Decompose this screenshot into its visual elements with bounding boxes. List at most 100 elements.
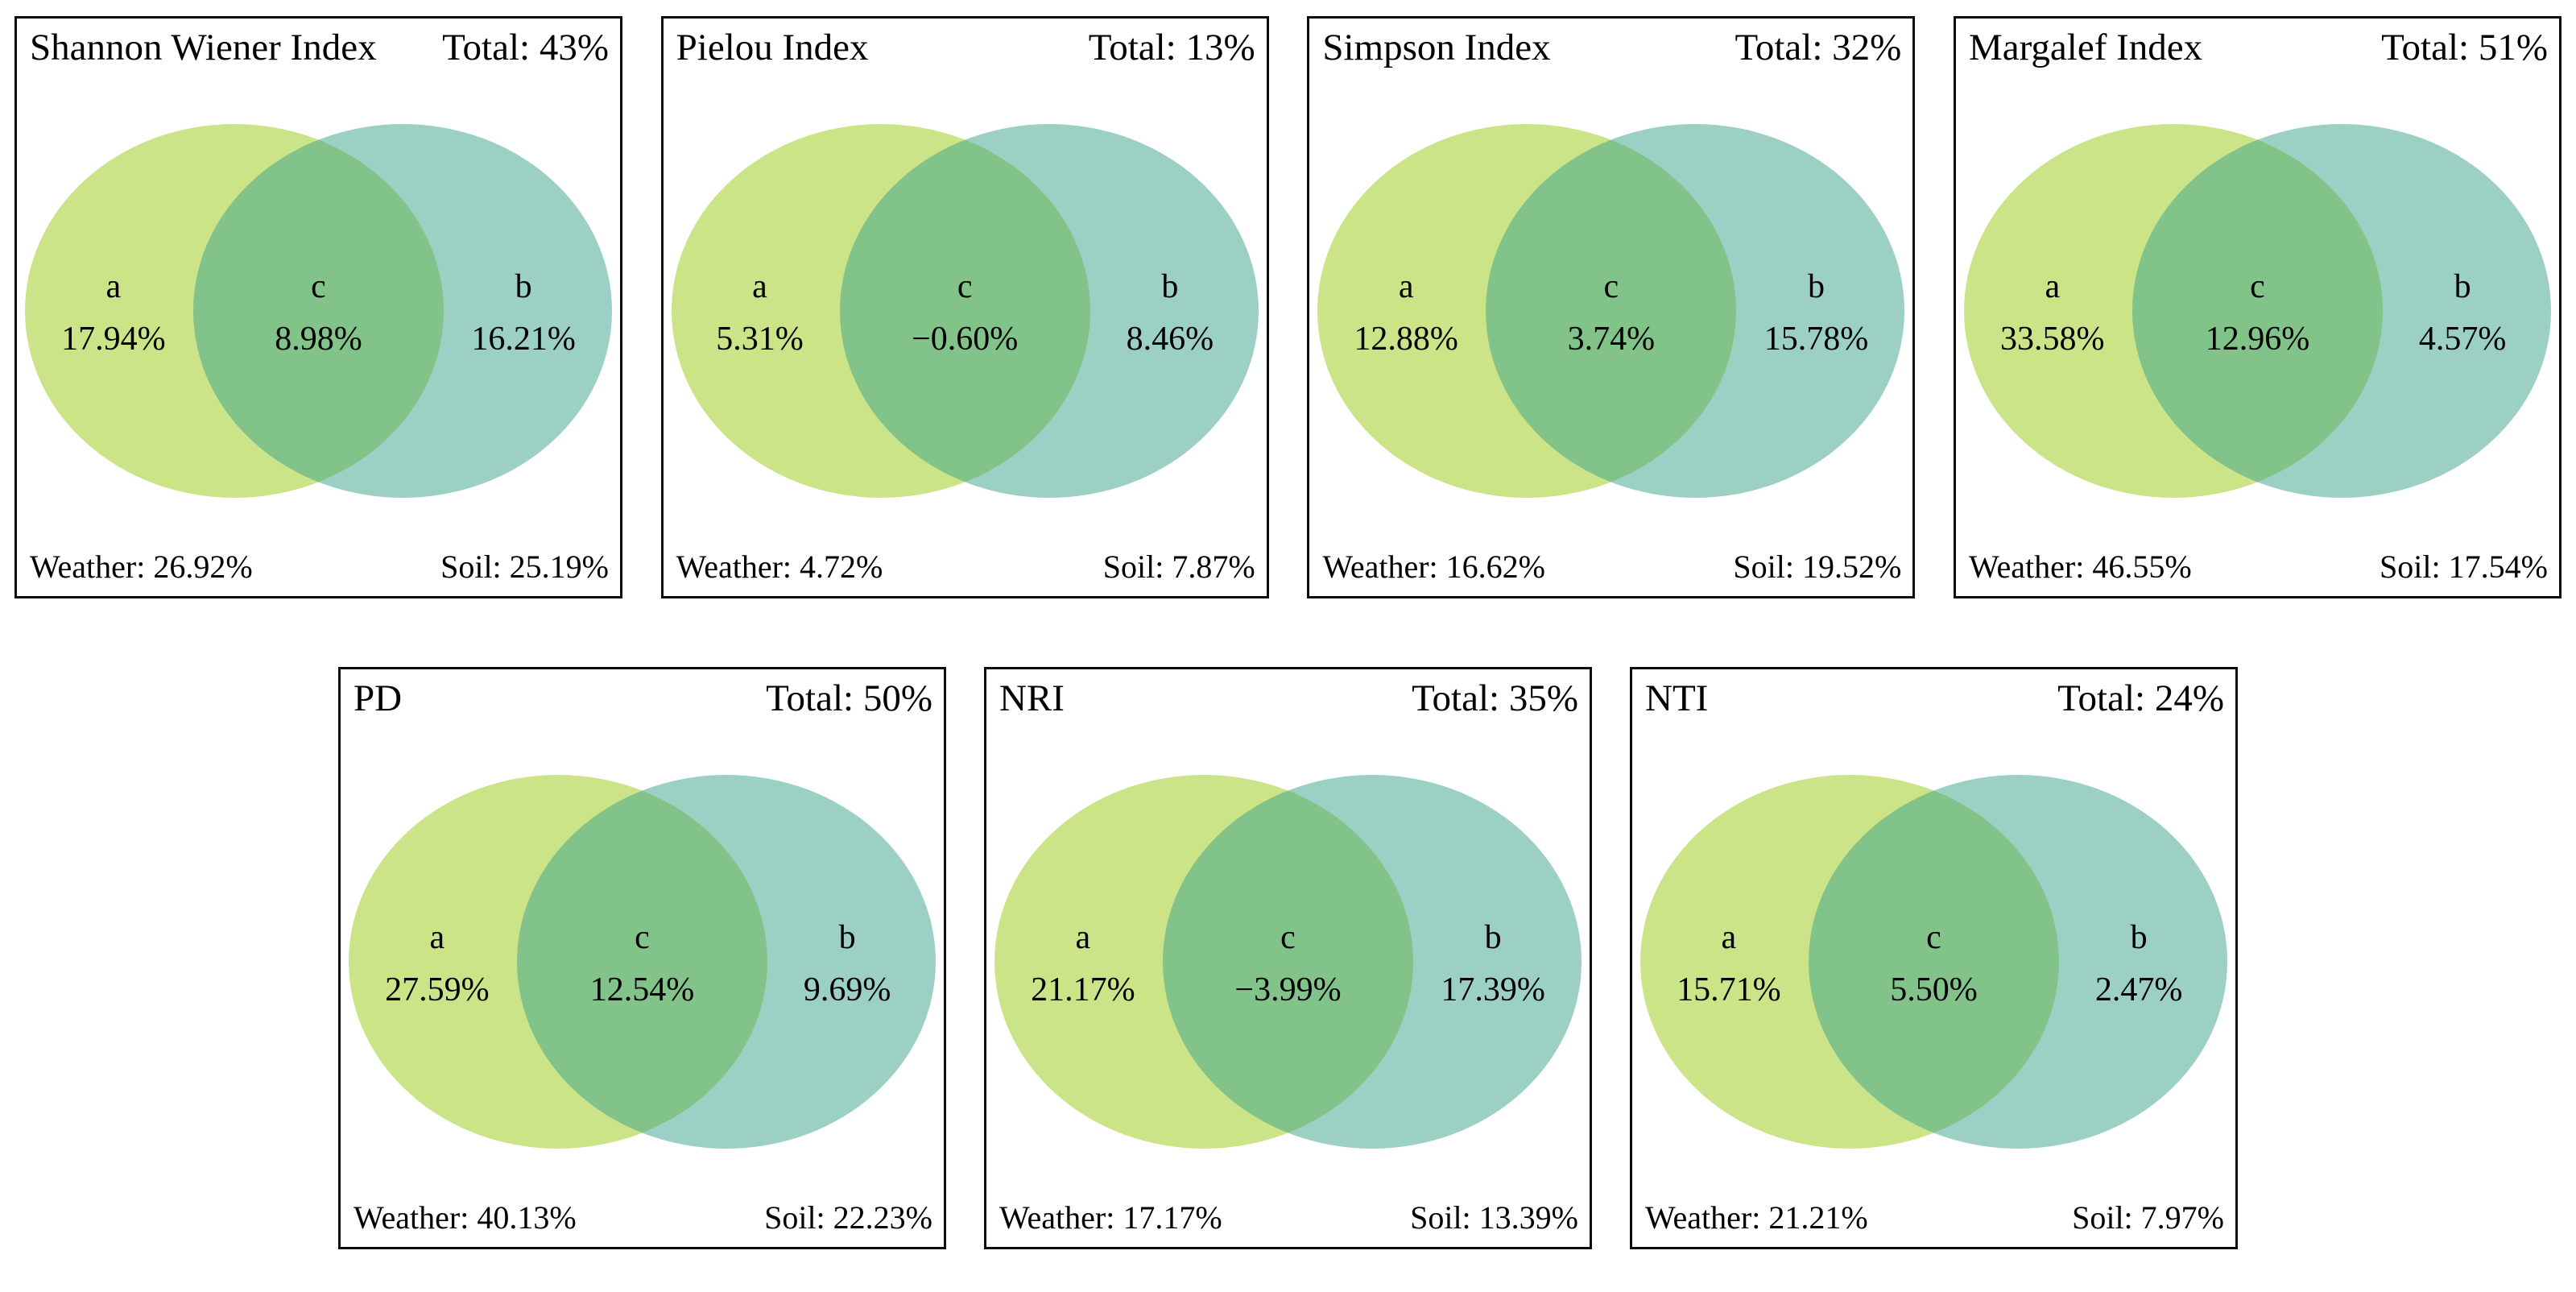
panel-title: Pielou Index [676,27,869,68]
region-c-letter: c [311,267,326,305]
panel-header: Pielou Index Total: 13% [676,25,1255,70]
weather-prefix: Weather: [1645,1199,1761,1236]
panel-margalef-index: Margalef Index Total: 51% a 33.58% c 12.… [1953,16,2562,598]
region-c: c 12.54% [590,912,695,1017]
region-c-value: 8.98% [275,320,362,358]
panel-header: Shannon Wiener Index Total: 43% [30,25,609,70]
total-prefix: Total: [2057,677,2146,719]
region-a-value: 5.31% [716,320,804,358]
region-c: c 12.96% [2206,261,2310,366]
total-value: 50% [862,677,932,719]
soil-prefix: Soil: [1410,1199,1471,1236]
soil-circle [517,775,936,1149]
region-b-letter: b [1807,267,1825,305]
total-value: 13% [1185,27,1255,68]
panel-footer: Weather: 21.21% Soil: 7.97% [1645,1199,2224,1237]
region-b-value: 8.46% [1126,320,1214,358]
panel-total: Total: 43% [442,25,609,70]
region-a-value: 21.17% [1031,971,1135,1008]
region-b-letter: b [838,918,856,956]
weather-value: 17.17% [1123,1199,1222,1236]
region-a-letter: a [752,267,767,305]
soil-prefix: Soil: [440,549,502,585]
total-prefix: Total: [2381,27,2470,68]
soil-total: Soil: 17.54% [2380,548,2548,586]
soil-value: 25.19% [509,549,609,585]
panel-pd: PD Total: 50% a 27.59% c 12.54% b 9.69% … [338,667,946,1249]
soil-value: 7.97% [2140,1199,2224,1236]
soil-prefix: Soil: [2380,549,2441,585]
panel-total: Total: 50% [766,676,932,721]
panel-header: Margalef Index Total: 51% [1969,25,2548,70]
panel-pielou-index: Pielou Index Total: 13% a 5.31% c −0.60%… [660,16,1269,598]
weather-value: 21.21% [1768,1199,1868,1236]
region-c: c −0.60% [912,261,1018,366]
panel-shannon-wiener-index: Shannon Wiener Index Total: 43% a 17.94%… [14,16,622,598]
soil-prefix: Soil: [1102,549,1164,585]
region-a-value: 33.58% [2000,320,2105,358]
weather-value: 46.55% [2092,549,2192,585]
soil-prefix: Soil: [2072,1199,2133,1236]
weather-value: 26.92% [153,549,253,585]
region-b: b 16.21% [471,261,576,366]
panel-title: NRI [999,677,1065,719]
region-b: b 17.39% [1441,912,1545,1017]
region-b-value: 9.69% [803,971,891,1008]
region-b-value: 16.21% [471,320,576,358]
region-a: a 21.17% [1031,912,1135,1017]
region-a-letter: a [1398,267,1414,305]
soil-circle [1163,775,1582,1149]
region-a-letter: a [429,918,445,956]
panel-nri: NRI Total: 35% a 21.17% c −3.99% b 17.39… [984,667,1592,1249]
soil-value: 22.23% [833,1199,932,1236]
figure-row-2: PD Total: 50% a 27.59% c 12.54% b 9.69% … [0,667,2576,1249]
region-b-value: 4.57% [2418,320,2507,358]
region-b-value: 2.47% [2094,971,2183,1008]
weather-total: Weather: 46.55% [1969,548,2192,586]
soil-total: Soil: 7.97% [2072,1199,2224,1237]
panel-title: Simpson Index [1322,27,1551,68]
region-c: c 3.74% [1568,261,1656,366]
total-value: 43% [539,27,609,68]
region-a: a 27.59% [385,912,490,1017]
region-b-letter: b [2130,918,2148,956]
region-c-letter: c [2250,267,2265,305]
weather-prefix: Weather: [1968,549,2085,585]
venn-diagram [671,124,1259,498]
weather-total: Weather: 26.92% [30,548,253,586]
weather-prefix: Weather: [30,549,146,585]
region-a: a 17.94% [61,261,166,366]
region-a-letter: a [1075,918,1091,956]
panel-footer: Weather: 40.13% Soil: 22.23% [354,1199,932,1237]
panel-title: NTI [1645,677,1709,719]
region-a: a 12.88% [1354,261,1458,366]
venn-diagram [994,775,1582,1149]
region-b-letter: b [1161,267,1179,305]
region-a: a 5.31% [716,261,804,366]
soil-prefix: Soil: [764,1199,825,1236]
soil-circle [193,124,612,498]
panel-footer: Weather: 26.92% Soil: 25.19% [30,548,609,586]
weather-value: 16.62% [1445,549,1545,585]
soil-total: Soil: 25.19% [440,548,609,586]
region-b-letter: b [515,267,532,305]
region-b: b 4.57% [2419,261,2507,366]
region-c-letter: c [1603,267,1619,305]
panel-footer: Weather: 17.17% Soil: 13.39% [999,1199,1578,1237]
region-b-value: 15.78% [1764,320,1869,358]
region-c: c 5.50% [1890,912,1978,1017]
region-a-letter: a [105,267,122,305]
panel-footer: Weather: 16.62% Soil: 19.52% [1322,548,1901,586]
panel-title: Shannon Wiener Index [30,27,377,68]
soil-total: Soil: 22.23% [764,1199,932,1237]
total-value: 32% [1832,27,1902,68]
weather-prefix: Weather: [999,1199,1115,1236]
venn-figure: Shannon Wiener Index Total: 43% a 17.94%… [0,16,2576,1292]
panel-total: Total: 51% [2381,25,2548,70]
region-b-value: 17.39% [1441,971,1545,1008]
weather-value: 40.13% [477,1199,577,1236]
panel-header: Simpson Index Total: 32% [1322,25,1901,70]
soil-value: 7.87% [1172,549,1255,585]
region-c-value: −0.60% [912,320,1019,358]
soil-circle [1809,775,2227,1149]
